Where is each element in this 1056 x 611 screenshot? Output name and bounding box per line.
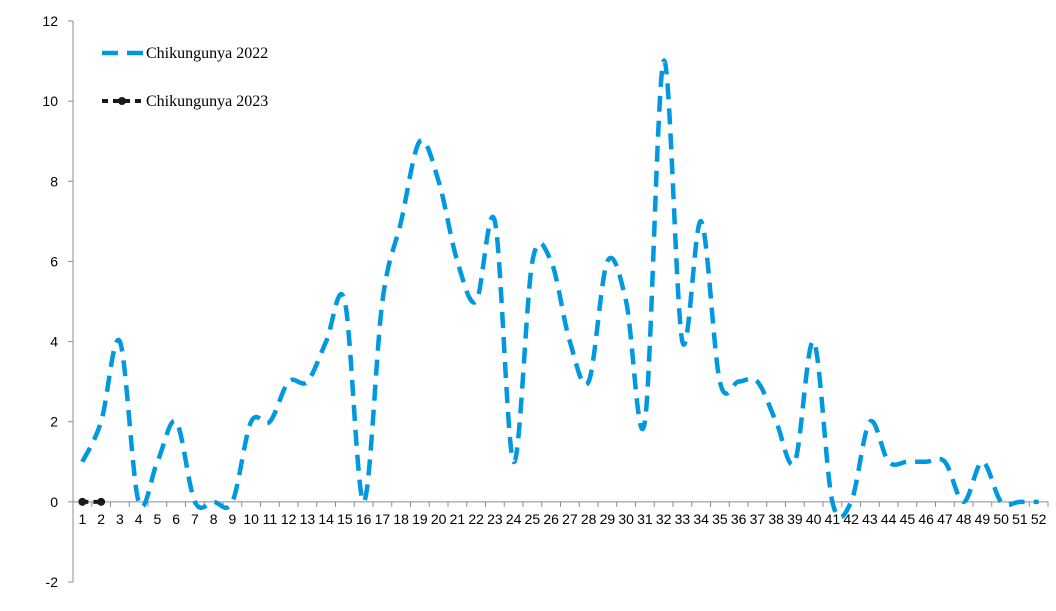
x-tick-label: 37: [750, 511, 766, 527]
x-tick-label: 16: [356, 511, 372, 527]
x-tick-label: 41: [825, 511, 841, 527]
series-line-chikungunya-2022: [80, 58, 1039, 520]
x-tick-label: 3: [116, 511, 124, 527]
x-tick-label: 24: [506, 511, 522, 527]
x-tick-label: 9: [228, 511, 236, 527]
x-tick-label: 4: [135, 511, 143, 527]
x-tick-label: 28: [581, 511, 597, 527]
x-tick-label: 10: [243, 511, 259, 527]
x-tick-label: 48: [956, 511, 972, 527]
x-tick-label: 27: [562, 511, 578, 527]
x-tick-label: 46: [918, 511, 934, 527]
series-point-chikungunya-2023: [78, 497, 87, 506]
x-tick-label: 43: [862, 511, 878, 527]
legend-marker-2023: [118, 97, 126, 105]
y-tick-label: 4: [50, 334, 58, 350]
x-tick-label: 15: [337, 511, 353, 527]
x-tick-label: 31: [637, 511, 653, 527]
legend-label: Chikungunya 2022: [146, 45, 268, 62]
x-tick-label: 13: [300, 511, 316, 527]
x-tick-label: 2: [97, 511, 105, 527]
x-tick-label: 23: [487, 511, 503, 527]
legend-label: Chikungunya 2023: [146, 93, 268, 110]
x-axis-ticks: 1 2 3 4 5 6 7 8 9 10 11 12 13 14 15 16 17 18 19 20 21 22 23 24 2…: [72, 501, 1049, 527]
chart-legend: Chikungunya 2022 Chikungunya 2023: [102, 45, 268, 110]
series-point-chikungunya-2023: [97, 497, 106, 506]
x-tick-label: 51: [1012, 511, 1028, 527]
x-tick-label: 19: [412, 511, 428, 527]
x-tick-label: 49: [975, 511, 991, 527]
x-tick-label: 45: [900, 511, 916, 527]
x-tick-label: 11: [263, 511, 278, 527]
x-tick-label: 35: [712, 511, 728, 527]
x-tick-label: 47: [937, 511, 953, 527]
y-tick-label: 0: [50, 494, 58, 510]
y-axis-ticks: -2 0 2 4 6 8 10 12: [42, 13, 73, 590]
x-tick-label: 33: [675, 511, 691, 527]
x-tick-label: 1: [78, 511, 86, 527]
x-tick-label: 30: [618, 511, 634, 527]
x-tick-label: 50: [993, 511, 1009, 527]
x-tick-label: 40: [806, 511, 822, 527]
x-tick-label: 17: [375, 511, 391, 527]
x-tick-label: 14: [318, 511, 334, 527]
x-tick-label: 6: [172, 511, 180, 527]
y-tick-label: 2: [50, 414, 58, 430]
x-tick-label: 39: [787, 511, 803, 527]
x-tick-label: 34: [693, 511, 709, 527]
y-tick-label: 6: [50, 253, 58, 269]
x-tick-label: 18: [393, 511, 409, 527]
x-tick-label: 21: [450, 511, 466, 527]
x-tick-label: 22: [468, 511, 484, 527]
x-tick-label: 5: [153, 511, 161, 527]
x-tick-label: 25: [525, 511, 541, 527]
y-tick-label: 8: [50, 173, 58, 189]
x-tick-label: 52: [1031, 511, 1047, 527]
x-tick-label: 36: [731, 511, 747, 527]
x-tick-label: 12: [281, 511, 297, 527]
y-tick-label: 12: [42, 13, 58, 29]
y-tick-label: -2: [46, 574, 59, 590]
series-lines: [78, 58, 1039, 520]
x-tick-label: 29: [600, 511, 616, 527]
y-tick-label: 10: [42, 93, 58, 109]
x-tick-label: 20: [431, 511, 447, 527]
x-tick-label: 42: [843, 511, 859, 527]
x-tick-label: 7: [191, 511, 199, 527]
x-tick-label: 32: [656, 511, 672, 527]
x-tick-label: 26: [543, 511, 559, 527]
x-tick-label: 38: [768, 511, 784, 527]
x-tick-label: 8: [210, 511, 218, 527]
x-tick-label: 44: [881, 511, 897, 527]
